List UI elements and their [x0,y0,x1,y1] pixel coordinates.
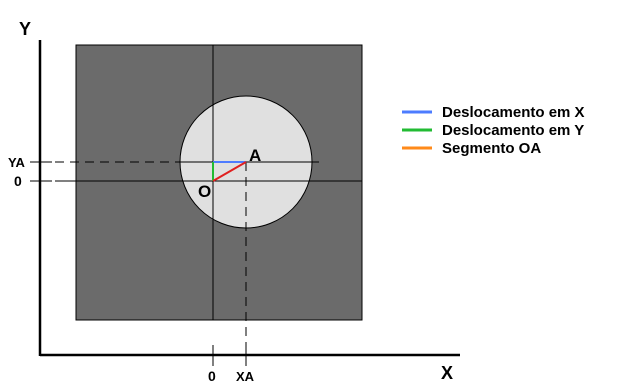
x-tick-label-origin: 0 [208,368,216,381]
legend-label-y: Deslocamento em Y [442,122,584,139]
point-a-label: A [249,146,261,165]
y-axis-label: Y [19,19,31,39]
y-tick-label-ya: YA [8,155,25,170]
x-axis-label: X [441,363,453,381]
y-tick-label-origin: 0 [14,173,22,189]
legend-label-oa: Segmento OA [442,140,541,157]
x-tick-label-xa: XA [236,369,255,381]
legend: Deslocamento em X Deslocamento em Y Segm… [402,104,585,157]
point-o-label: O [198,182,211,201]
segment-oa [212,161,247,182]
legend-label-x: Deslocamento em X [442,104,585,121]
